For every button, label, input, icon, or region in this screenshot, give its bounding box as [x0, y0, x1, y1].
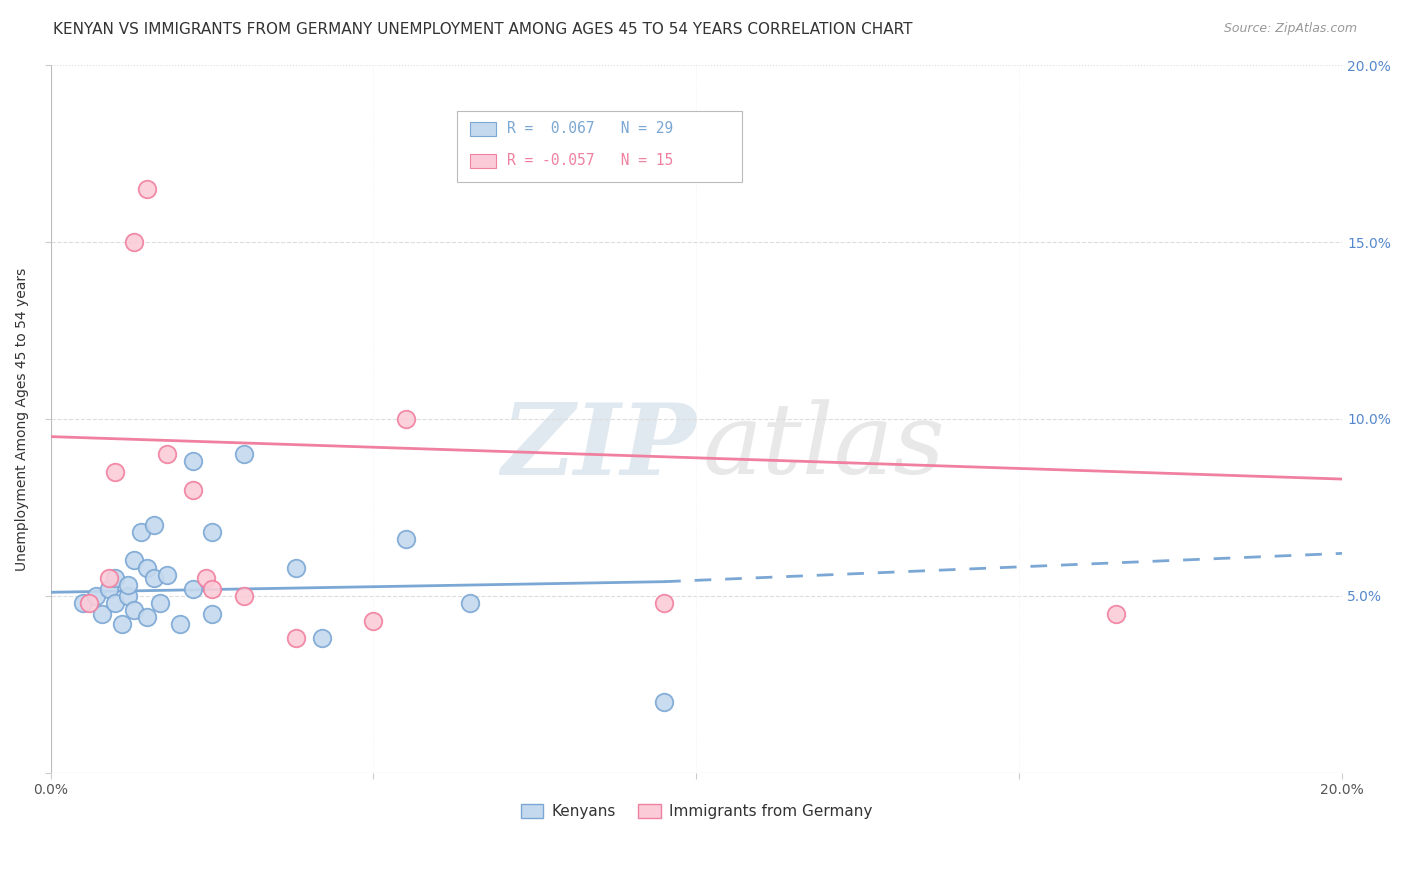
Point — [652, 596, 675, 610]
Point — [201, 582, 224, 596]
Point — [181, 483, 204, 497]
Point — [156, 447, 179, 461]
FancyBboxPatch shape — [471, 121, 496, 136]
Point — [136, 610, 159, 624]
Point — [124, 235, 146, 249]
Point — [284, 560, 307, 574]
Point — [194, 571, 217, 585]
Point — [156, 567, 179, 582]
Point — [129, 525, 152, 540]
Point — [117, 589, 139, 603]
Point — [363, 614, 385, 628]
Point — [124, 603, 146, 617]
Text: R = -0.057   N = 15: R = -0.057 N = 15 — [506, 153, 672, 168]
Point — [97, 582, 120, 596]
Text: KENYAN VS IMMIGRANTS FROM GERMANY UNEMPLOYMENT AMONG AGES 45 TO 54 YEARS CORRELA: KENYAN VS IMMIGRANTS FROM GERMANY UNEMPL… — [53, 22, 912, 37]
Point — [311, 632, 333, 646]
Point — [110, 617, 132, 632]
Point — [136, 560, 159, 574]
Point — [142, 518, 165, 533]
FancyBboxPatch shape — [471, 153, 496, 168]
Point — [395, 533, 418, 547]
Point — [104, 465, 127, 479]
Point — [149, 596, 172, 610]
Point — [84, 589, 107, 603]
Text: Source: ZipAtlas.com: Source: ZipAtlas.com — [1223, 22, 1357, 36]
Point — [201, 525, 224, 540]
Point — [181, 582, 204, 596]
Point — [652, 695, 675, 709]
Y-axis label: Unemployment Among Ages 45 to 54 years: Unemployment Among Ages 45 to 54 years — [15, 268, 30, 571]
Text: R =  0.067   N = 29: R = 0.067 N = 29 — [506, 121, 672, 136]
FancyBboxPatch shape — [457, 112, 741, 182]
Point — [395, 412, 418, 426]
Point — [169, 617, 191, 632]
Point — [104, 571, 127, 585]
Point — [142, 571, 165, 585]
Point — [1105, 607, 1128, 621]
Point — [124, 553, 146, 567]
Point — [460, 596, 482, 610]
Point — [181, 454, 204, 468]
Point — [136, 182, 159, 196]
Point — [233, 589, 256, 603]
Legend: Kenyans, Immigrants from Germany: Kenyans, Immigrants from Germany — [515, 798, 879, 825]
Point — [97, 571, 120, 585]
Point — [233, 447, 256, 461]
Point — [201, 607, 224, 621]
Point — [77, 596, 100, 610]
Point — [117, 578, 139, 592]
Point — [91, 607, 114, 621]
Text: ZIP: ZIP — [502, 399, 696, 495]
Point — [72, 596, 94, 610]
Point — [284, 632, 307, 646]
Point — [104, 596, 127, 610]
Text: atlas: atlas — [703, 400, 946, 495]
